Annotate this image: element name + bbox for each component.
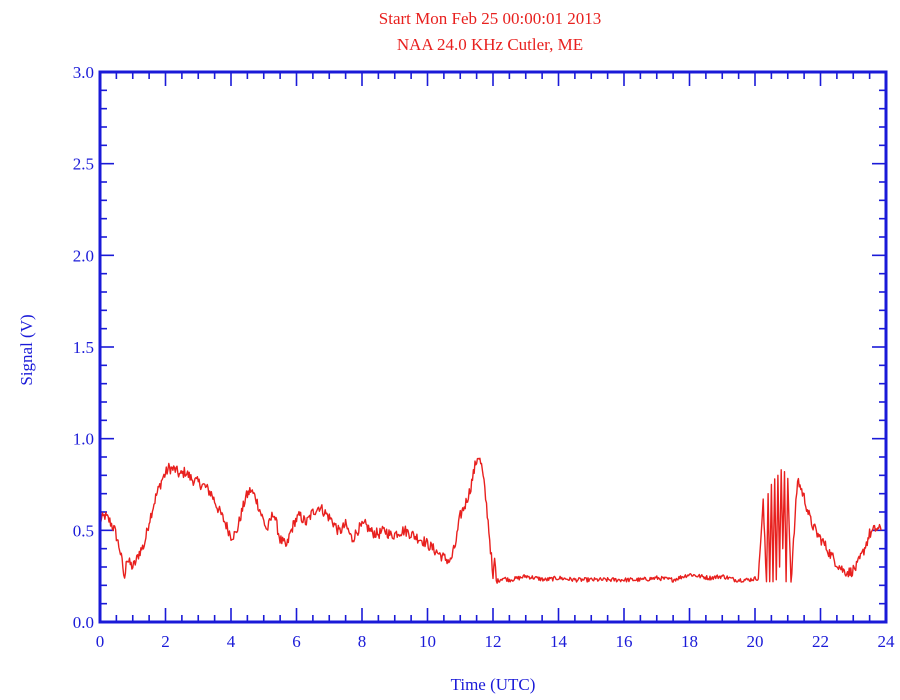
x-tick-label: 24 [878,632,896,651]
x-tick-label: 16 [616,632,633,651]
x-tick-label: 18 [681,632,698,651]
x-tick-label: 12 [485,632,502,651]
chart-title: Start Mon Feb 25 00:00:01 2013 [379,9,601,28]
x-axis-label: Time (UTC) [451,675,536,694]
axis-ticks [99,71,887,623]
y-axis-label: Signal (V) [17,314,36,385]
chart-subtitle: NAA 24.0 KHz Cutler, ME [397,35,583,54]
y-tick-label: 1.0 [73,430,94,449]
x-tick-label: 4 [227,632,236,651]
y-tick-label: 2.5 [73,155,94,174]
x-tick-label: 14 [550,632,568,651]
plot-frame [98,70,888,624]
y-tick-label: 1.5 [73,338,94,357]
signal-series-line [99,457,882,584]
y-tick-label: 0.5 [73,521,94,540]
series-layer [99,457,882,584]
x-tick-label: 22 [812,632,829,651]
x-tick-label: 0 [96,632,105,651]
y-tick-label: 2.0 [73,246,94,265]
y-tick-label: 0.0 [73,613,94,632]
x-tick-label: 6 [292,632,301,651]
tick-labels: 0 2 4 6 8 10 12 14 16 18 20 22 240.00.51.01.52.02.53… [73,63,895,651]
x-tick-label: 8 [358,632,367,651]
x-tick-label: 20 [747,632,764,651]
y-tick-label: 3.0 [73,63,94,82]
x-tick-label: 2 [161,632,170,651]
x-tick-label: 10 [419,632,436,651]
